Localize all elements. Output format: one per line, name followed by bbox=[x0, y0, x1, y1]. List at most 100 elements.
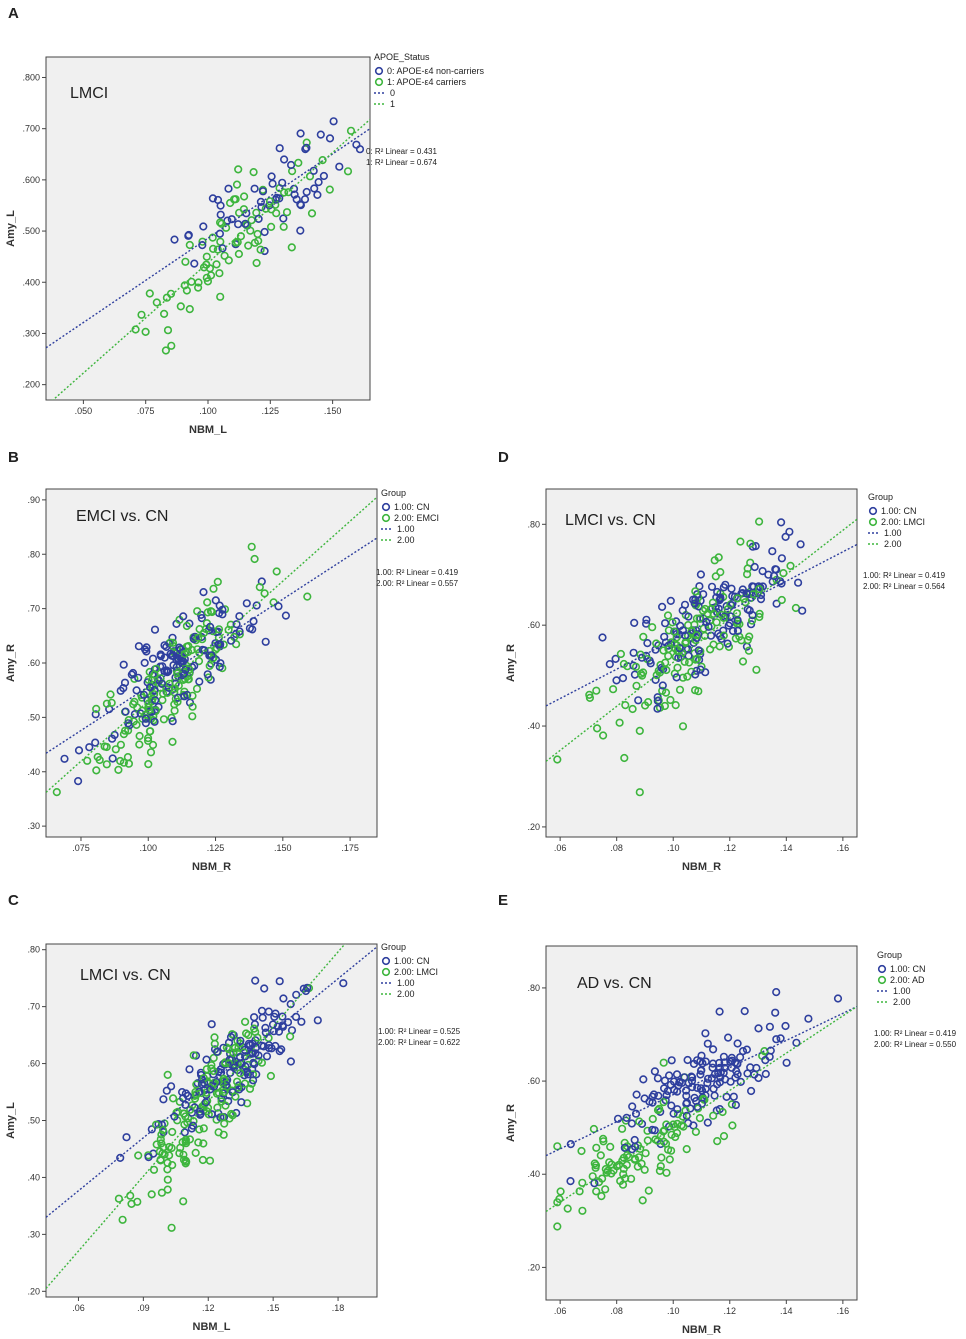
scatter-point-emci bbox=[170, 706, 179, 715]
legend-label: 1.00: CN bbox=[394, 502, 430, 512]
x-axis-label: NBM_R bbox=[682, 1324, 721, 1336]
scatter-point-1 bbox=[217, 219, 226, 228]
scatter-point-cn bbox=[190, 1103, 199, 1112]
scatter-point-emci bbox=[52, 787, 61, 797]
scatter-point-cn bbox=[632, 1090, 641, 1099]
scatter-point-1 bbox=[163, 326, 173, 335]
r-squared-label: 0: R² Linear = 0.431 bbox=[366, 147, 437, 156]
scatter-point-cn bbox=[733, 616, 742, 625]
legend-title: Group bbox=[381, 942, 406, 952]
legend-label: 1.00 bbox=[893, 986, 911, 996]
scatter-point-emci bbox=[185, 665, 194, 674]
scatter-point-lmci bbox=[660, 701, 670, 711]
scatter-point-cn bbox=[248, 625, 257, 634]
scatter-point-ad bbox=[626, 1174, 636, 1183]
scatter-point-lmci bbox=[228, 1111, 237, 1120]
scatter-point-1 bbox=[216, 218, 225, 227]
scatter-point-lmci bbox=[191, 1148, 200, 1157]
panel-d: D .06 .08 .10 .12 .14 .16 .20 .40 .60 .80 NBM_R Amy_… bbox=[498, 449, 946, 873]
scatter-point-lmci bbox=[157, 1188, 166, 1197]
scatter-point-ad bbox=[630, 1155, 640, 1164]
r-squared-label: 1.00: R² Linear = 0.525 bbox=[378, 1027, 461, 1036]
scatter-point-ad bbox=[760, 1046, 769, 1056]
scatter-point-lmci bbox=[628, 704, 637, 714]
scatter-point-lmci bbox=[286, 1032, 295, 1041]
scatter-point-emci bbox=[83, 756, 92, 765]
r-squared-label: 1: R² Linear = 0.674 bbox=[366, 158, 437, 167]
scatter-point-1 bbox=[145, 289, 154, 298]
scatter-point-cn bbox=[150, 717, 159, 726]
y-tick-label: .40 bbox=[527, 721, 540, 731]
scatter-point-lmci bbox=[126, 1191, 135, 1200]
scatter-point-cn bbox=[249, 617, 258, 626]
scatter-point-cn bbox=[719, 583, 728, 592]
scatter-point-1 bbox=[239, 205, 248, 214]
scatter-point-ad bbox=[728, 1121, 737, 1130]
scatter-point-ad bbox=[641, 1149, 650, 1158]
scatter-point-cn bbox=[264, 1007, 273, 1016]
scatter-point-cn bbox=[733, 1070, 742, 1079]
scatter-point-lmci bbox=[619, 659, 629, 669]
scatter-point-cn bbox=[281, 611, 291, 620]
scatter-point-emci bbox=[194, 656, 204, 666]
scatter-point-cn bbox=[73, 776, 83, 786]
scatter-point-lmci bbox=[608, 685, 618, 694]
scatter-point-lmci bbox=[218, 1113, 227, 1122]
y-tick-label: .700 bbox=[22, 124, 40, 134]
scatter-point-cn bbox=[207, 1020, 216, 1029]
scatter-point-emci bbox=[130, 697, 139, 707]
scatter-point-cn bbox=[279, 994, 288, 1003]
scatter-point-cn bbox=[270, 1012, 279, 1021]
r-squared-label: 1.00: R² Linear = 0.419 bbox=[376, 568, 459, 577]
scatter-point-cn bbox=[179, 612, 188, 621]
scatter-point-lmci bbox=[157, 1130, 166, 1139]
scatter-point-lmci bbox=[683, 672, 692, 681]
scatter-point-cn bbox=[715, 631, 725, 641]
scatter-point-0 bbox=[190, 259, 199, 268]
scatter-point-emci bbox=[199, 628, 209, 638]
scatter-point-lmci bbox=[266, 1071, 276, 1081]
scatter-point-cn bbox=[772, 599, 781, 608]
scatter-point-lmci bbox=[616, 649, 626, 659]
scatter-point-cn bbox=[235, 627, 244, 636]
scatter-point-1 bbox=[307, 209, 317, 218]
scatter-point-emci bbox=[92, 704, 101, 714]
scatter-point-cn bbox=[162, 1086, 171, 1095]
scatter-point-lmci bbox=[659, 646, 668, 655]
x-tick-label: .125 bbox=[262, 406, 280, 416]
scatter-point-cn bbox=[91, 710, 100, 719]
scatter-point-cn bbox=[653, 1074, 663, 1083]
scatter-point-lmci bbox=[175, 1149, 184, 1158]
scatter-point-cn bbox=[666, 596, 675, 606]
scatter-point-lmci bbox=[159, 1143, 168, 1152]
scatter-point-cn bbox=[722, 1092, 731, 1101]
scatter-point-cn bbox=[781, 1021, 790, 1031]
scatter-point-cn bbox=[627, 1145, 637, 1154]
scatter-point-1 bbox=[213, 245, 222, 254]
scatter-point-0 bbox=[250, 184, 259, 193]
scatter-point-lmci bbox=[635, 726, 644, 736]
scatter-point-ad bbox=[577, 1146, 586, 1156]
y-tick-label: .40 bbox=[27, 1172, 40, 1182]
scatter-point-cn bbox=[754, 1024, 763, 1033]
scatter-point-cn bbox=[798, 606, 807, 615]
scatter-point-cn bbox=[641, 619, 651, 628]
scatter-point-lmci bbox=[691, 587, 700, 596]
fit-line-2-00 bbox=[546, 518, 857, 762]
panel-e: E .06 .08 .10 .12 .14 .16 .20 .40 .60 .80 NBM_R Amy_… bbox=[498, 892, 957, 1336]
scatter-point-1 bbox=[209, 244, 218, 253]
scatter-point-lmci bbox=[176, 1143, 185, 1152]
scatter-point-lmci bbox=[233, 1036, 242, 1046]
scatter-point-ad bbox=[699, 1094, 708, 1103]
scatter-point-lmci bbox=[738, 657, 748, 666]
legend-label: 0 bbox=[390, 88, 395, 98]
scatter-point-0 bbox=[275, 144, 284, 153]
scatter-point-cn bbox=[142, 643, 151, 652]
scatter-point-emci bbox=[184, 675, 193, 684]
scatter-point-cn bbox=[168, 717, 177, 726]
scatter-point-0 bbox=[279, 214, 288, 223]
scatter-point-lmci bbox=[711, 572, 720, 581]
scatter-point-cn bbox=[226, 1032, 236, 1042]
legend-label: 2.00: AD bbox=[890, 975, 925, 985]
legend-label: 0: APOE-ε4 non-carriers bbox=[387, 66, 485, 76]
